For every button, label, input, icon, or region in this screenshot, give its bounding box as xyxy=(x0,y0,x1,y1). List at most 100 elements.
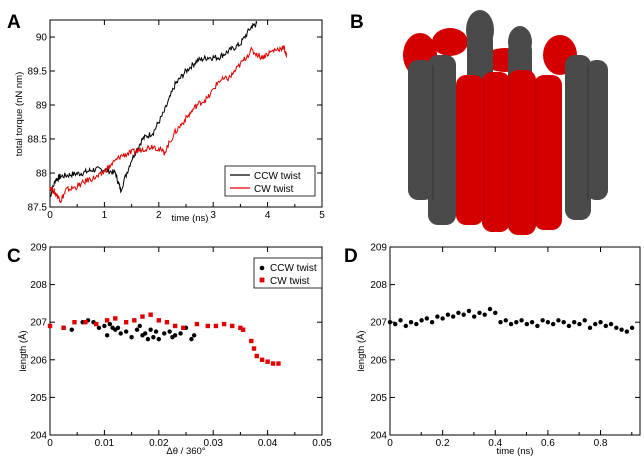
x-tick-label: 0.05 xyxy=(312,438,332,449)
data-point-cw xyxy=(265,359,270,364)
panel-letter-d: D xyxy=(344,246,358,267)
data-point xyxy=(598,320,603,325)
x-tick-label: 0.4 xyxy=(488,438,502,449)
panel-d-xlabel: time (ns) xyxy=(497,446,534,457)
legend-label-cw: CW twist xyxy=(254,184,294,195)
rod-front xyxy=(456,75,484,225)
data-point-cw xyxy=(83,320,88,325)
data-point xyxy=(624,329,630,334)
data-point xyxy=(387,320,393,325)
data-point-ccw xyxy=(172,333,178,338)
data-point xyxy=(487,306,493,312)
data-point-ccw xyxy=(115,325,121,331)
panel-c-ylabel: length (Å) xyxy=(18,330,29,371)
data-point-cw xyxy=(94,321,99,327)
data-point-ccw xyxy=(69,327,74,332)
y-tick-label: 205 xyxy=(30,393,47,404)
data-point xyxy=(419,318,424,323)
y-tick-label: 204 xyxy=(370,431,387,442)
x-tick-label: 0 xyxy=(47,210,53,221)
y-tick-label: 206 xyxy=(30,355,47,366)
data-point-ccw xyxy=(107,321,113,327)
data-point-cw xyxy=(205,323,210,329)
data-point-ccw xyxy=(151,335,156,340)
data-point-ccw xyxy=(137,323,142,329)
data-point xyxy=(440,316,445,321)
data-point xyxy=(593,321,598,327)
y-tick-label: 208 xyxy=(370,280,387,291)
data-point xyxy=(503,318,508,323)
legend-box xyxy=(224,165,316,197)
y-tick-label: 87.5 xyxy=(28,203,48,214)
data-point-cw xyxy=(276,361,281,366)
data-point xyxy=(608,321,614,327)
data-point xyxy=(466,308,472,314)
data-point-ccw xyxy=(167,329,172,334)
data-point xyxy=(619,327,624,332)
y-tick-label: 204 xyxy=(30,431,47,442)
data-point-cw xyxy=(156,318,161,323)
data-point xyxy=(519,318,524,323)
data-point-ccw xyxy=(104,333,110,338)
plot-frame xyxy=(389,246,641,436)
data-point-cw xyxy=(251,346,257,351)
series-line-ccw xyxy=(49,21,258,198)
data-point xyxy=(629,325,635,331)
data-point xyxy=(572,320,577,325)
data-point xyxy=(408,320,414,325)
rod-left xyxy=(408,60,434,200)
legend-marker-cw xyxy=(259,277,265,283)
data-point-ccw xyxy=(189,336,194,342)
legend-label-ccw: CCW twist xyxy=(270,263,317,274)
rod-front xyxy=(534,75,562,230)
data-point-cw xyxy=(148,312,153,317)
data-point xyxy=(550,321,556,327)
data-point-cw xyxy=(240,327,246,332)
x-tick-label: 0.02 xyxy=(149,438,169,449)
data-point xyxy=(508,321,514,327)
legend-label-ccw: CCW twist xyxy=(254,171,301,182)
data-point-ccw xyxy=(156,336,161,342)
rod-front xyxy=(508,70,536,235)
data-point xyxy=(556,318,561,323)
x-tick-label: 5 xyxy=(319,210,325,221)
y-tick-label: 207 xyxy=(370,318,387,329)
data-point-cw xyxy=(230,323,235,329)
data-point xyxy=(450,314,456,319)
data-point xyxy=(524,321,530,327)
rod-left xyxy=(428,55,456,225)
panel-letter-b: B xyxy=(350,12,364,33)
data-point xyxy=(472,314,477,319)
data-point xyxy=(587,325,593,331)
y-tick-label: 208 xyxy=(30,280,47,291)
data-point-cw xyxy=(104,318,110,323)
data-point-ccw xyxy=(191,333,197,338)
legend-box xyxy=(253,257,323,289)
data-point-ccw xyxy=(102,323,107,329)
data-point-cw xyxy=(164,320,170,325)
legend-marker-ccw xyxy=(259,265,265,271)
data-point-ccw xyxy=(123,329,129,334)
panel-a-chart: 0 1 2 3 4 5 87.5 88 88.5 89 89.5 90 xyxy=(28,19,325,221)
panel-d-chart: 0 0.2 0.4 0.6 0.8 204 205 206 207 208 209 xyxy=(370,243,641,449)
data-point-ccw xyxy=(145,336,151,342)
y-tick-label: 209 xyxy=(370,243,387,254)
data-point-cw xyxy=(140,314,145,319)
x-tick-label: 2 xyxy=(156,210,162,221)
panel-b-molecular-rendering xyxy=(403,10,608,235)
data-point xyxy=(456,310,461,315)
data-point-cw xyxy=(123,320,129,325)
rod-right xyxy=(586,60,608,200)
panel-letter-a: A xyxy=(7,12,21,33)
x-tick-label: 0.8 xyxy=(594,438,608,449)
data-point xyxy=(429,320,435,325)
y-tick-label: 207 xyxy=(30,318,47,329)
x-tick-label: 1 xyxy=(102,210,108,221)
data-point xyxy=(493,310,498,315)
data-point-cw xyxy=(254,353,259,359)
rod-right xyxy=(565,55,591,220)
panel-c-legend: CCW twist CW twist xyxy=(253,257,323,289)
data-point xyxy=(435,314,440,319)
data-point xyxy=(540,318,545,323)
